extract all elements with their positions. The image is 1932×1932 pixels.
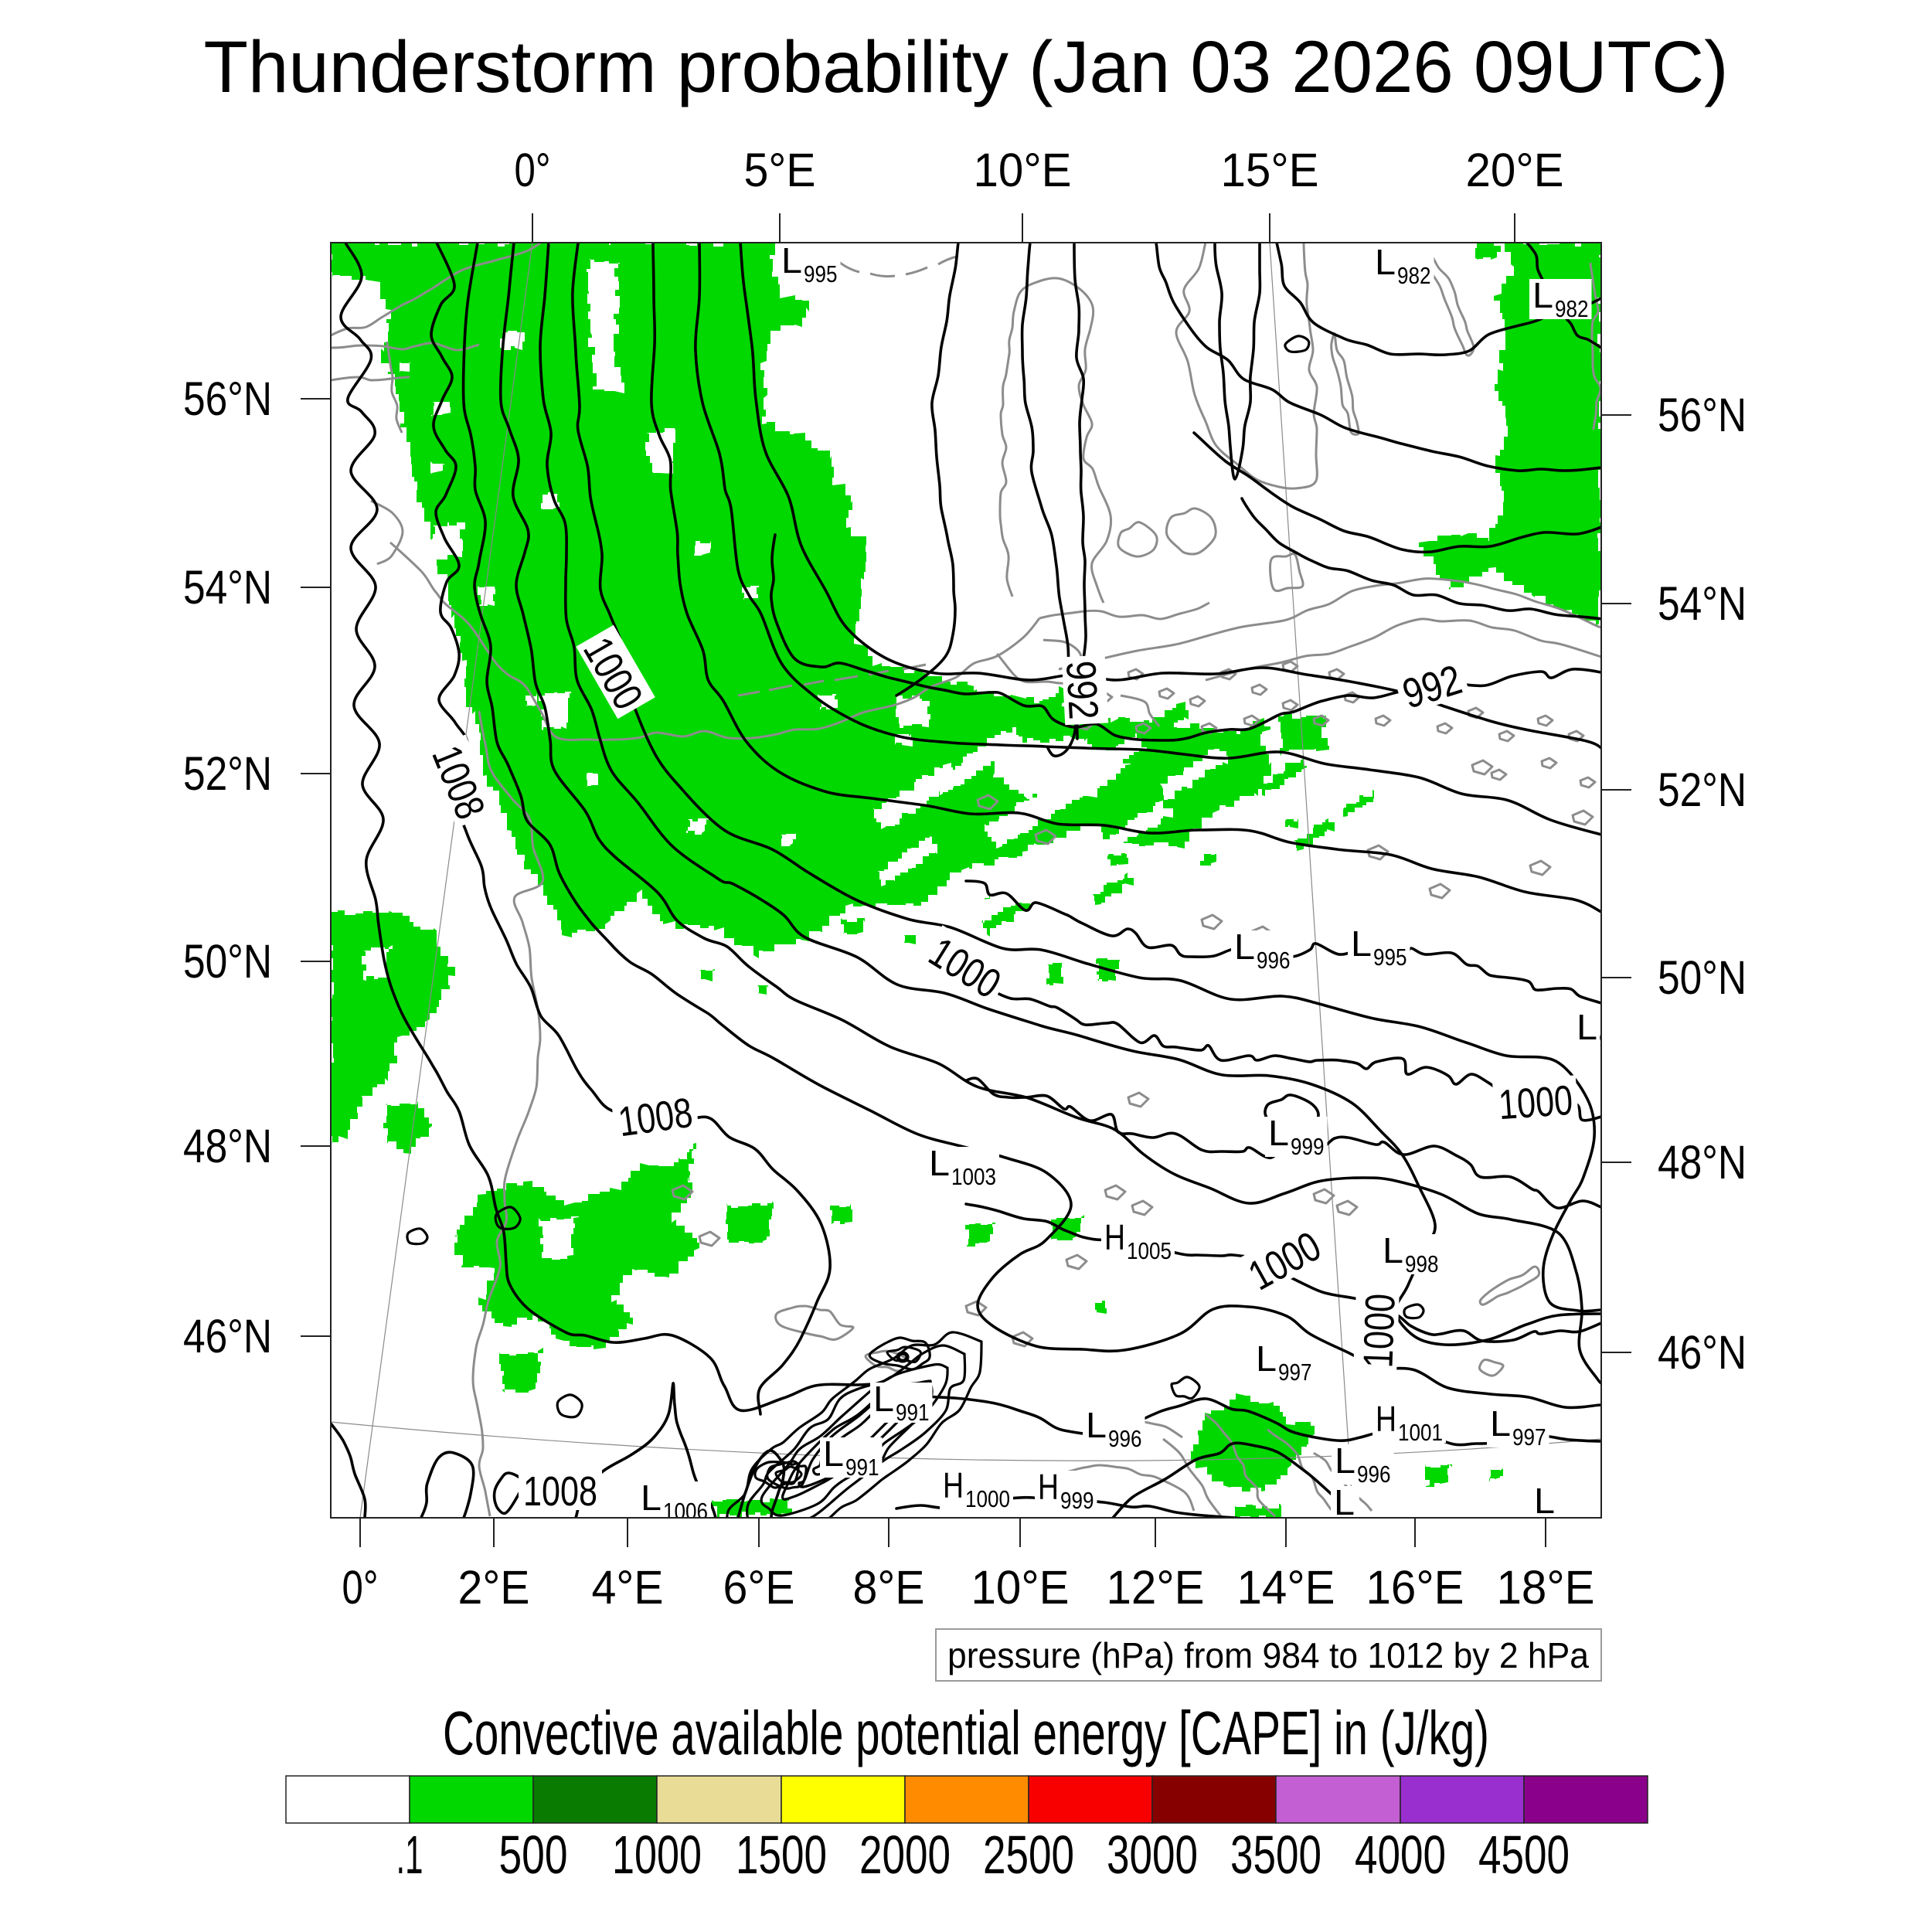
svg-text:997: 997 [1512,1423,1546,1451]
svg-text:L: L [1534,1481,1555,1521]
svg-text:H: H [1104,1217,1125,1257]
svg-text:L: L [1335,1440,1355,1481]
svg-text:14°E: 14°E [1237,1561,1335,1614]
svg-text:48°N: 48°N [183,1120,272,1172]
svg-text:.1: .1 [396,1825,423,1885]
svg-text:999: 999 [1291,1133,1325,1160]
svg-text:52°N: 52°N [1658,764,1747,816]
svg-text:9: 9 [1599,1027,1611,1054]
svg-text:L: L [1351,923,1372,964]
svg-text:0°: 0° [515,144,551,196]
svg-text:995: 995 [804,260,838,287]
svg-text:1001: 1001 [1398,1419,1443,1446]
svg-text:1003: 1003 [951,1163,996,1190]
svg-text:50°N: 50°N [1658,951,1747,1004]
svg-text:46°N: 46°N [183,1310,272,1362]
svg-text:L: L [873,1379,894,1419]
svg-text:16°E: 16°E [1366,1561,1464,1614]
svg-text:996: 996 [1108,1425,1142,1452]
svg-text:8°E: 8°E [853,1561,925,1614]
svg-text:1000: 1000 [965,1485,1010,1512]
svg-text:L: L [1234,927,1255,967]
svg-text:6°E: 6°E [723,1561,795,1614]
svg-text:10°E: 10°E [971,1561,1070,1614]
svg-text:4°E: 4°E [592,1561,664,1614]
svg-text:3000: 3000 [1107,1825,1198,1885]
svg-text:2°E: 2°E [458,1561,530,1614]
svg-text:5°E: 5°E [744,144,816,196]
svg-text:1008: 1008 [523,1468,597,1515]
svg-text:L: L [1375,242,1396,282]
svg-text:1000: 1000 [1497,1077,1574,1129]
svg-text:L: L [1268,1113,1289,1153]
svg-text:L: L [641,1478,662,1518]
svg-text:999: 999 [1060,1487,1094,1514]
svg-text:500: 500 [499,1825,568,1885]
svg-text:0°: 0° [342,1561,379,1614]
svg-text:996: 996 [1357,1461,1391,1488]
svg-text:H: H [1038,1467,1059,1507]
svg-text:48°N: 48°N [1658,1136,1747,1189]
svg-text:L: L [1577,1007,1597,1047]
svg-text:12°E: 12°E [1107,1561,1205,1614]
svg-text:1000: 1000 [1355,1293,1403,1369]
svg-text:4000: 4000 [1355,1825,1446,1885]
svg-text:54°N: 54°N [183,561,272,614]
svg-text:2500: 2500 [983,1825,1074,1885]
svg-text:1000: 1000 [612,1825,702,1885]
svg-text:991: 991 [896,1399,930,1426]
svg-text:L: L [1383,1230,1403,1270]
svg-text:L: L [1490,1403,1511,1444]
svg-text:Convective available potential: Convective available potential energy [C… [443,1699,1489,1767]
svg-text:15°E: 15°E [1221,144,1319,196]
svg-text:L: L [781,240,802,281]
svg-text:Thunderstorm probability (Jan: Thunderstorm probability (Jan 03 2026 09… [204,26,1729,108]
svg-text:3500: 3500 [1230,1825,1321,1885]
svg-text:52°N: 52°N [183,747,272,800]
svg-text:L: L [1086,1405,1107,1445]
svg-text:991: 991 [845,1454,879,1481]
svg-text:996: 996 [1257,947,1291,974]
svg-text:998: 998 [1405,1250,1439,1277]
svg-text:L: L [823,1434,844,1474]
svg-text:L: L [1334,1482,1355,1522]
svg-text:4500: 4500 [1478,1825,1570,1885]
svg-text:H: H [943,1465,964,1505]
svg-text:18°E: 18°E [1497,1561,1595,1614]
svg-text:L: L [1532,275,1553,315]
svg-text:56°N: 56°N [1658,389,1747,441]
svg-text:1005: 1005 [1127,1237,1172,1264]
svg-text:50°N: 50°N [183,935,272,988]
svg-text:pressure (hPa) from 984 to 101: pressure (hPa) from 984 to 1012 by 2 hPa [947,1635,1589,1675]
svg-text:56°N: 56°N [183,372,272,425]
svg-text:L: L [1256,1338,1277,1379]
svg-text:982: 982 [1397,262,1431,289]
svg-text:995: 995 [1373,944,1407,971]
svg-text:1006: 1006 [663,1498,708,1525]
svg-text:992: 992 [1057,660,1107,721]
svg-text:2000: 2000 [859,1825,951,1885]
svg-text:1008: 1008 [615,1090,695,1146]
svg-text:L: L [929,1143,950,1183]
svg-text:997: 997 [1278,1359,1312,1386]
svg-text:982: 982 [1555,295,1589,322]
svg-text:1500: 1500 [736,1825,827,1885]
svg-text:54°N: 54°N [1658,577,1747,630]
svg-text:46°N: 46°N [1658,1326,1747,1379]
svg-text:20°E: 20°E [1466,144,1564,196]
svg-text:H: H [1376,1399,1396,1439]
svg-text:10°E: 10°E [974,144,1072,196]
